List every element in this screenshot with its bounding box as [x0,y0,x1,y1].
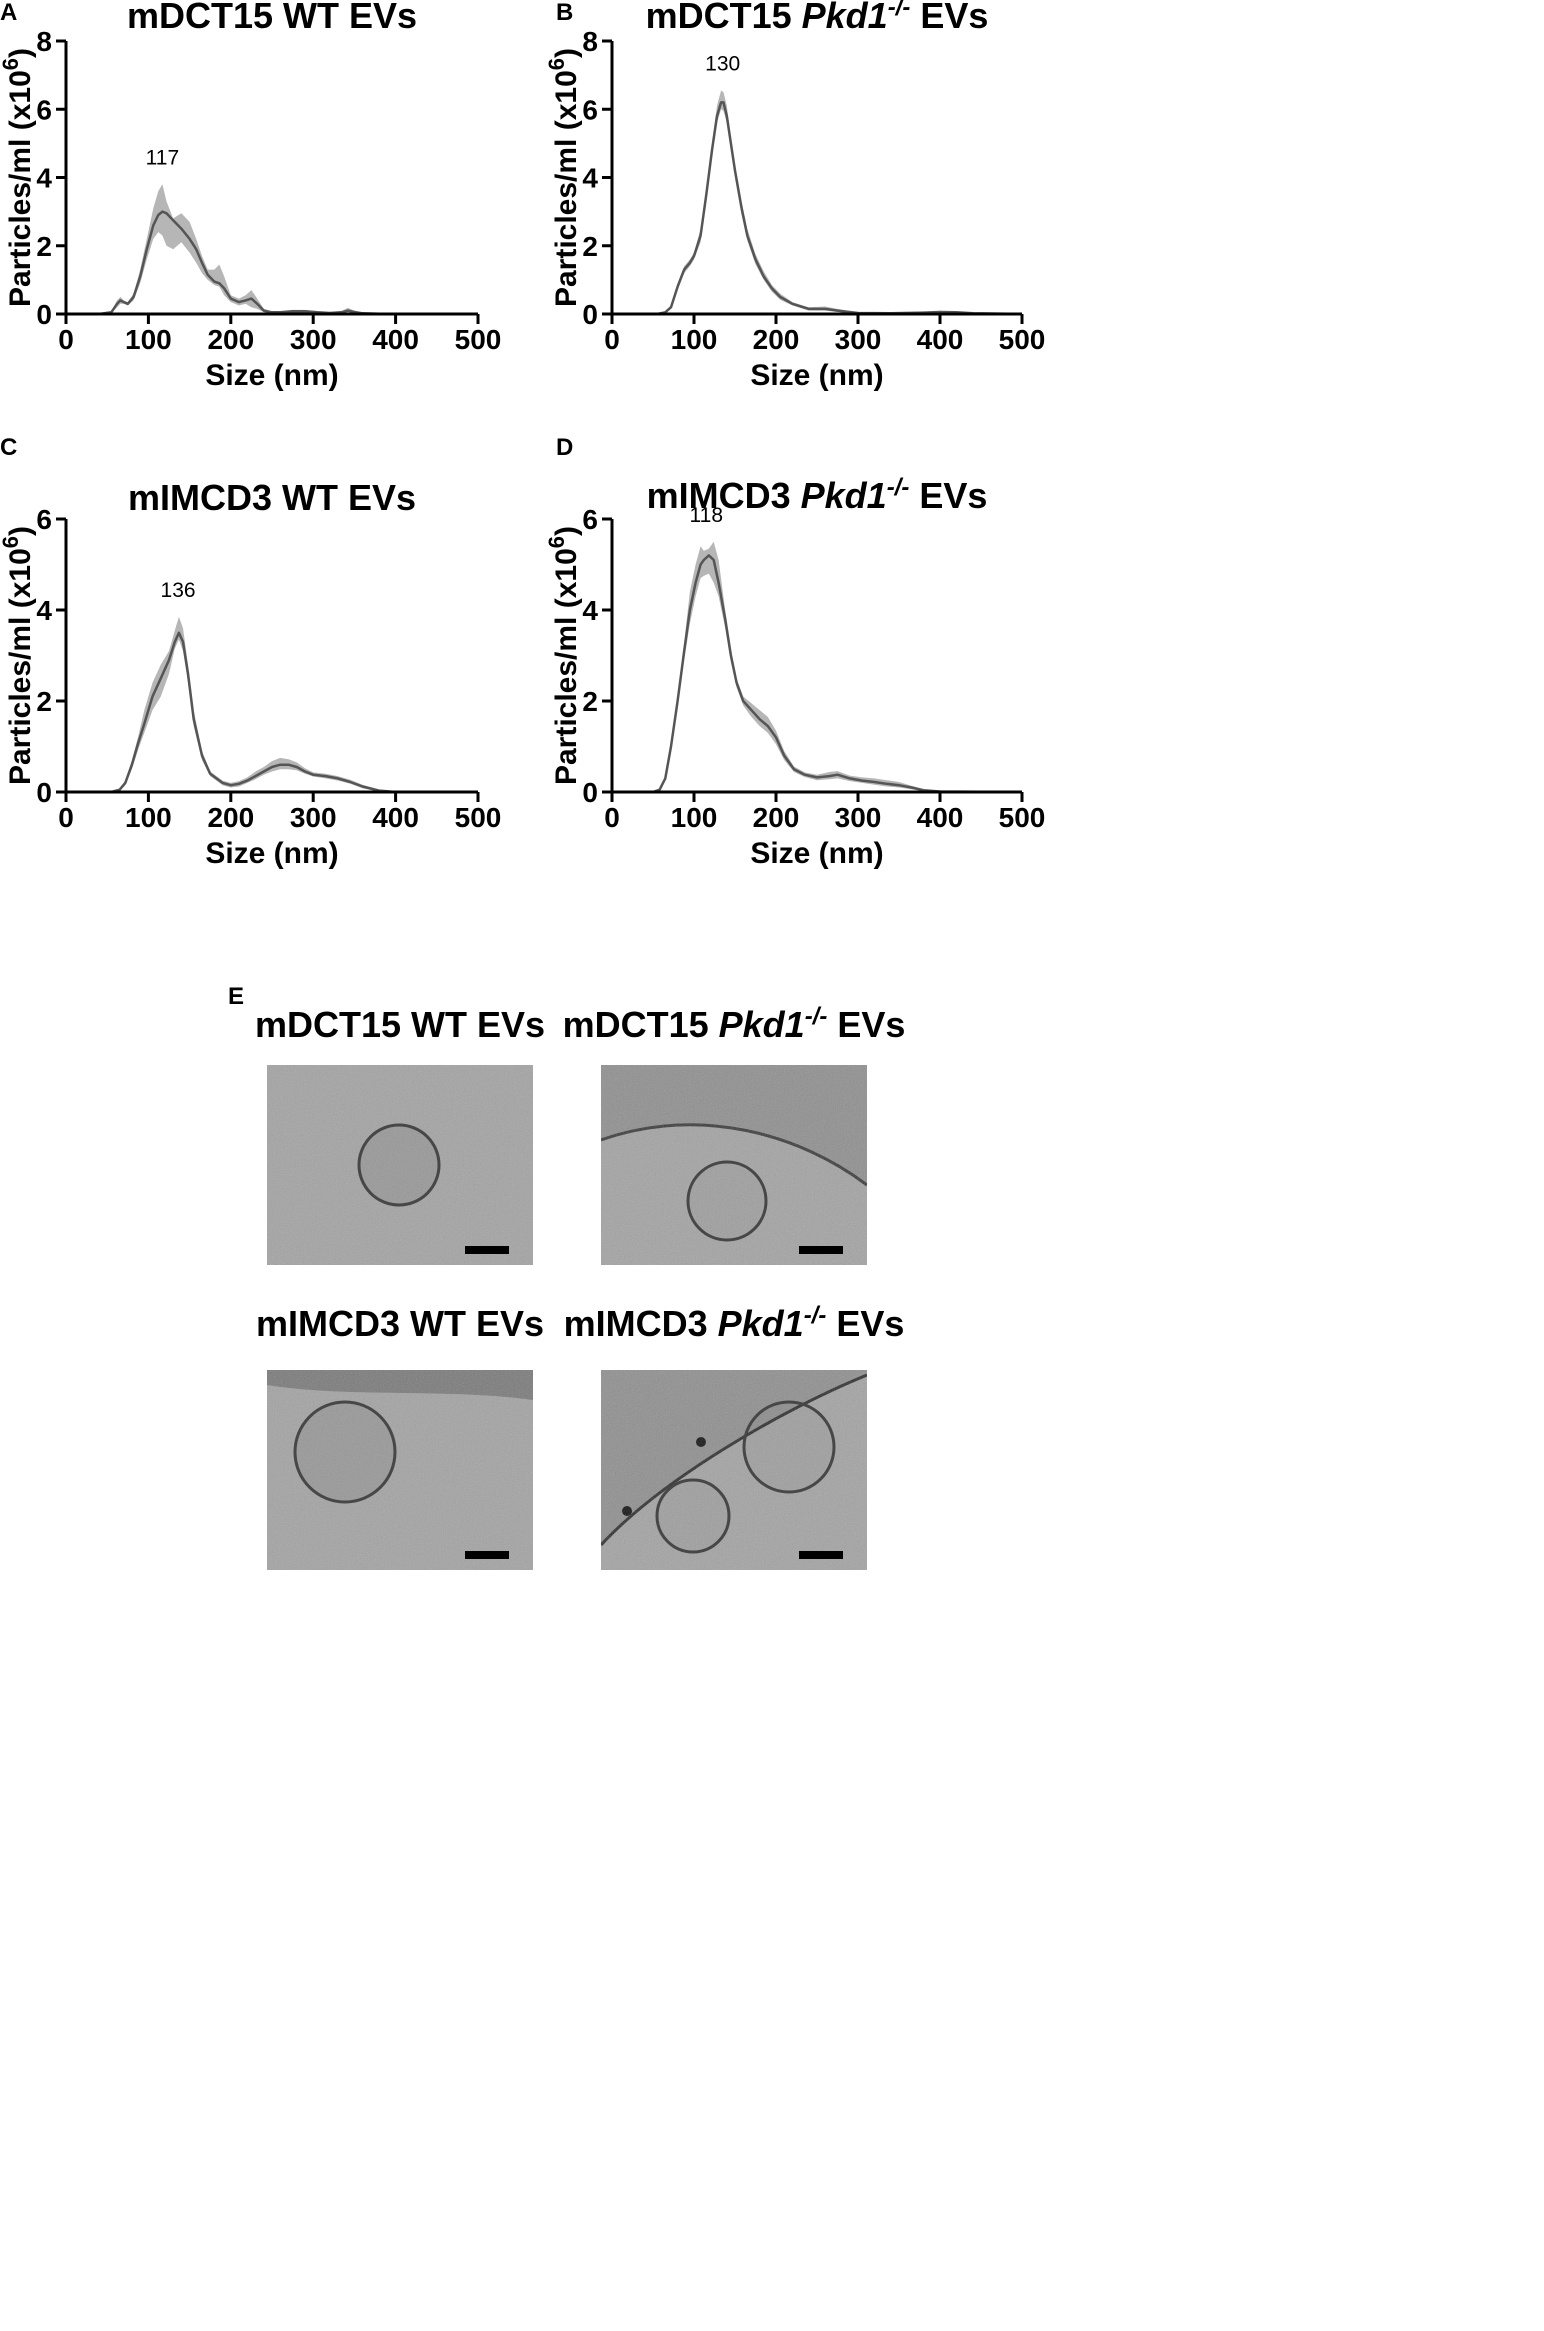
x-tick-label: 300 [290,324,337,355]
panel-letter: B [556,0,573,26]
x-tick-label: 100 [125,324,172,355]
error-band [612,541,1022,792]
y-tick-label: 6 [36,94,52,125]
x-tick-label: 200 [753,802,800,833]
chart-title: mDCT15 WT EVs [127,0,417,36]
chart-title: mIMCD3 Pkd1-/- EVs [647,474,988,517]
em-image-title: mDCT15 WT EVs [255,1004,545,1045]
chart-title: mDCT15 Pkd1-/- EVs [646,0,989,36]
y-tick-label: 4 [582,595,598,626]
vesicle [655,1478,731,1554]
x-tick-label: 300 [835,802,882,833]
y-tick-label: 8 [582,26,598,57]
x-tick-label: 400 [372,802,419,833]
y-tick-label: 2 [582,231,598,262]
x-tick-label: 200 [753,324,800,355]
error-band [612,90,1022,314]
x-axis-label: Size (nm) [205,837,338,870]
y-tick-label: 0 [582,777,598,808]
vesicle [293,1400,397,1504]
x-tick-label: 400 [917,324,964,355]
y-tick-label: 2 [36,231,52,262]
peak-label: 130 [705,52,740,75]
x-tick-label: 300 [290,802,337,833]
x-tick-label: 500 [455,802,502,833]
y-tick-label: 4 [36,163,52,194]
x-tick-label: 0 [58,802,74,833]
scale-bar [465,1246,509,1254]
chart-title: mIMCD3 WT EVs [128,477,416,518]
em-image-e3: mIMCD3 WT EVs [256,1303,544,1570]
x-axis-label: Size (nm) [205,359,338,392]
em-image-title: mIMCD3 WT EVs [256,1303,544,1344]
y-tick-label: 0 [582,299,598,330]
x-tick-label: 400 [917,802,964,833]
x-tick-label: 500 [999,802,1046,833]
mean-line [66,631,478,794]
x-tick-label: 200 [207,802,254,833]
vesicle [686,1160,768,1242]
panel-letter: C [0,434,17,461]
x-axis-label: Size (nm) [750,359,883,392]
x-tick-label: 200 [207,324,254,355]
y-tick-label: 4 [36,595,52,626]
x-tick-label: 400 [372,324,419,355]
y-tick-label: 6 [36,504,52,535]
y-tick-label: 6 [582,504,598,535]
x-tick-label: 500 [999,324,1046,355]
mean-line [66,210,478,316]
y-axis-label: Particles/ml (x106) [0,526,37,785]
y-tick-label: 2 [582,686,598,717]
panel-letter: E [228,983,244,1010]
panel-letter: A [0,0,17,26]
x-axis-label: Size (nm) [750,837,883,870]
x-tick-label: 300 [835,324,882,355]
y-tick-label: 0 [36,777,52,808]
vesicle [742,1400,836,1494]
em-image-title: mDCT15 Pkd1-/- EVs [563,1003,906,1046]
y-tick-label: 6 [582,94,598,125]
scale-bar [465,1551,509,1559]
panel-letter: D [556,434,573,461]
vesicle [357,1123,441,1207]
peak-label: 136 [161,579,196,602]
em-image-e2: mDCT15 Pkd1-/- EVs [563,1003,906,1265]
y-tick-label: 4 [582,163,598,194]
x-tick-label: 100 [125,802,172,833]
scale-bar [799,1246,843,1254]
error-band [66,184,478,314]
peak-label: 118 [690,504,723,527]
em-image-title: mIMCD3 Pkd1-/- EVs [564,1302,905,1345]
y-axis-label: Particles/ml (x106) [544,526,584,785]
x-tick-label: 100 [671,802,718,833]
mean-line [612,101,1023,316]
y-tick-label: 0 [36,299,52,330]
y-tick-label: 2 [36,686,52,717]
mean-line [612,554,1023,794]
em-image-e1: mDCT15 WT EVs [255,1004,545,1265]
y-axis-label: Particles/ml (x106) [0,48,37,307]
y-axis-label: Particles/ml (x106) [544,48,584,307]
x-tick-label: 500 [455,324,502,355]
x-tick-label: 0 [58,324,74,355]
scale-bar [799,1551,843,1559]
peak-label: 117 [146,146,179,169]
x-tick-label: 0 [604,802,620,833]
em-image-e4: mIMCD3 Pkd1-/- EVs [564,1302,905,1570]
y-tick-label: 8 [36,26,52,57]
x-tick-label: 0 [604,324,620,355]
x-tick-label: 100 [671,324,718,355]
